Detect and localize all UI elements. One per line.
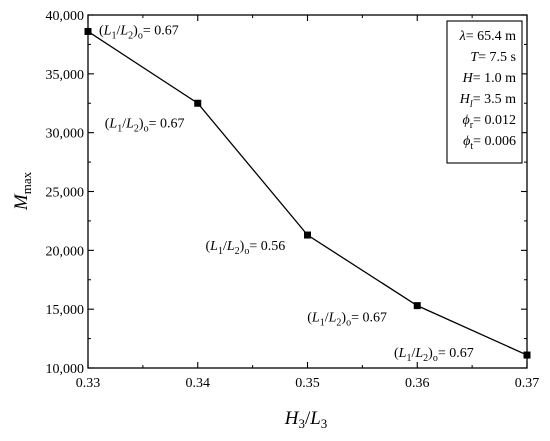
series-markers	[84, 27, 531, 359]
y-tick-label: 10,000	[46, 362, 85, 377]
x-axis-title: H3/L3	[284, 408, 328, 431]
y-axis: 10,000 15,000 20,000 25,000 30,000 35,000 40,0…	[46, 9, 527, 377]
x-axis-title-sub: 3	[298, 416, 305, 431]
x-tick-label: 0.35	[295, 376, 320, 391]
x-tick-label: 0.33	[76, 376, 101, 391]
y-tick-label: 40,000	[46, 9, 85, 24]
data-point	[304, 231, 311, 239]
x-axis-title-sep: /	[305, 408, 311, 429]
point-annotation: (L1/L2)o= 0.56	[206, 239, 286, 257]
y-axis-title-main: M	[11, 193, 32, 211]
parameter-entry: Hl= 3.5 m	[459, 92, 516, 110]
x-axis-title-main2: L	[309, 408, 321, 429]
y-tick-label: 25,000	[46, 186, 85, 201]
data-point	[523, 351, 531, 359]
y-tick-label: 20,000	[46, 244, 85, 259]
x-axis-title-sub2: 3	[321, 416, 328, 431]
x-tick-label: 0.34	[186, 376, 211, 391]
x-tick-label: 0.36	[405, 376, 430, 391]
x-axis-title-main: H	[284, 408, 300, 429]
parameter-entry: ϕr= 0.012	[463, 113, 517, 131]
y-axis-title-sub: max	[19, 171, 34, 194]
parameter-entry: ϕt= 0.006	[463, 134, 516, 152]
parameter-entry: λ= 65.4 m	[459, 29, 516, 44]
parameter-list: λ= 65.4 m T= 7.5 s H= 1.0 m Hl= 3.5 m ϕr= 0.…	[459, 29, 516, 152]
data-point	[84, 27, 92, 35]
x-tick-label: 0.37	[515, 376, 540, 391]
data-point	[194, 99, 202, 107]
point-annotation: (L1/L2)o= 0.67	[394, 346, 474, 364]
point-annotation: (L1/L2)o= 0.67	[307, 311, 387, 329]
y-axis-title: Mmax	[11, 171, 34, 211]
parameter-entry: T= 7.5 s	[470, 50, 516, 65]
point-annotation: (L1/L2)o= 0.67	[99, 23, 179, 41]
data-point	[413, 302, 421, 310]
x-axis: 0.33 0.34 0.35 0.36 0.37	[76, 15, 540, 391]
point-annotations: (L1/L2)o= 0.67 (L1/L2)o= 0.67 (L1/L2)o= 0.…	[99, 23, 474, 364]
y-tick-label: 35,000	[46, 68, 85, 83]
y-tick-label: 30,000	[46, 127, 85, 142]
point-annotation: (L1/L2)o= 0.67	[105, 116, 185, 134]
parameter-entry: H= 1.0 m	[462, 71, 517, 86]
y-tick-label: 15,000	[46, 303, 85, 318]
parameter-box	[446, 20, 523, 164]
